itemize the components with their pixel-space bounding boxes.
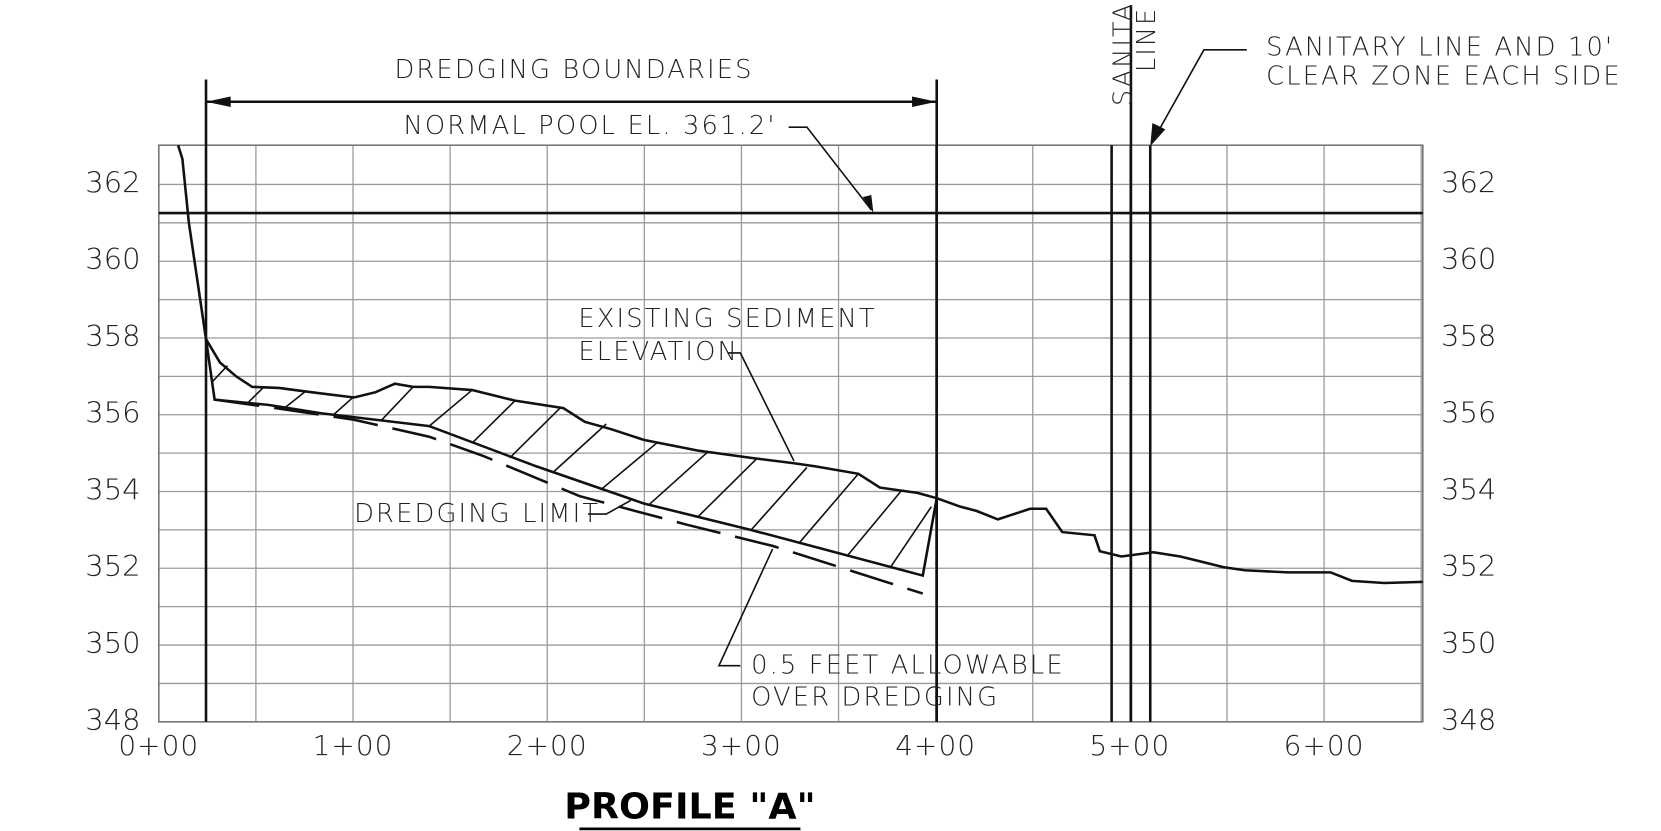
sanitary-leader	[1152, 49, 1247, 141]
y-axis-label: 360	[85, 242, 140, 276]
y-axis-label: 350	[1441, 626, 1496, 660]
annotation: SANITARY LINE AND 10'	[1266, 33, 1614, 63]
y-axis-label: 352	[85, 549, 140, 583]
over-dredging-leader	[717, 548, 774, 667]
y-axis-label: 350	[85, 626, 140, 660]
grid	[158, 145, 1423, 723]
y-axis-label: 356	[1441, 396, 1496, 430]
arrow	[1150, 122, 1166, 147]
pool-leader	[788, 126, 872, 211]
x-axis-label: 2+00	[507, 729, 588, 762]
dredge-cut	[205, 339, 216, 400]
annotation: EXISTING SEDIMENT	[578, 304, 876, 334]
y-axis-label: 352	[1441, 549, 1496, 583]
dredging-limit	[204, 339, 938, 578]
annotation: LINE	[1132, 7, 1162, 72]
x-axis-label: 3+00	[701, 729, 782, 762]
y-axis-label: 362	[85, 166, 140, 200]
annotation: NORMAL POOL EL. 361.2'	[403, 111, 776, 141]
title: PROFILE "A"	[564, 785, 815, 828]
x-axis-label: 4+00	[895, 729, 976, 762]
sediment-leader	[727, 352, 795, 462]
y-axis-label: 354	[1441, 473, 1496, 507]
annotation: DREDGING BOUNDARIES	[394, 55, 753, 85]
x-axis-label: 6+00	[1284, 729, 1365, 762]
existing-sediment	[176, 144, 1423, 585]
over-dredging-limit	[214, 398, 924, 595]
x-axis-label: 1+00	[313, 729, 394, 762]
annotation: DREDGING LIMIT	[354, 499, 600, 529]
x-axis-label: 0+00	[118, 729, 199, 762]
annotation: ELEVATION	[578, 337, 739, 367]
y-axis-label: 356	[85, 396, 140, 430]
x-axis-label: 5+00	[1089, 729, 1170, 762]
annotation: OVER DREDGING	[751, 683, 999, 713]
y-axis-label: 348	[85, 703, 140, 737]
annotation: 0.5 FEET ALLOWABLE	[751, 651, 1065, 681]
y-axis-label: 354	[85, 473, 140, 507]
y-axis-label: 358	[85, 319, 140, 353]
hatching	[211, 365, 933, 568]
annotation: CLEAR ZONE EACH SIDE	[1266, 61, 1622, 91]
y-axis-label: 362	[1441, 166, 1496, 200]
arrow	[862, 195, 874, 214]
limit-leader	[588, 499, 632, 515]
annotation: SANITARY	[1108, 0, 1138, 106]
frame	[157, 144, 1424, 723]
y-axis-label: 358	[1441, 319, 1496, 353]
y-axis-label: 360	[1441, 242, 1496, 276]
y-axis-label: 348	[1441, 703, 1496, 737]
